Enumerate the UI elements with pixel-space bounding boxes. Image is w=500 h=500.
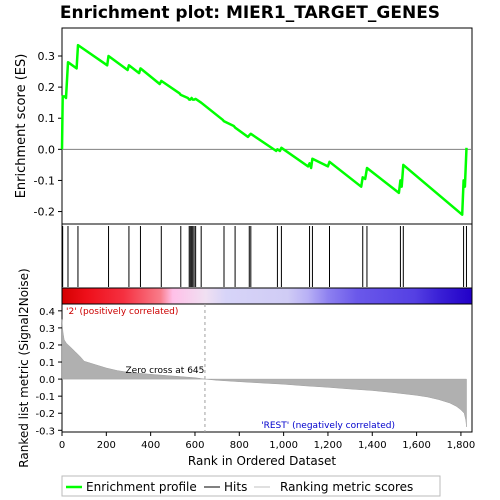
x-tick-label: 800 <box>230 440 249 451</box>
metric-y-axis: -0.3 -0.2 -0.1 0.0 0.1 0.2 0.3 0.4 <box>35 307 62 437</box>
rank-color-bar <box>61 287 473 305</box>
metric-y-tick-label: 0.0 <box>39 375 55 386</box>
x-tick-label: 1,000 <box>269 440 298 451</box>
x-tick-label: 1,600 <box>402 440 431 451</box>
es-y-tick-label: -0.2 <box>34 206 55 219</box>
hits-markers <box>62 226 467 287</box>
metric-y-tick-label: -0.3 <box>35 426 55 437</box>
legend-enrichment-label: Enrichment profile <box>86 480 197 494</box>
es-y-tick-label: 0.2 <box>38 81 56 94</box>
metric-y-tick-label: -0.2 <box>35 409 55 420</box>
x-tick-label: 400 <box>141 440 160 451</box>
metric-y-tick-label: -0.1 <box>35 392 55 403</box>
legend-ranking-label: Ranking metric scores <box>280 480 413 494</box>
es-y-tick-label: 0.3 <box>38 50 56 63</box>
chart-title: Enrichment plot: MIER1_TARGET_GENES <box>60 3 440 23</box>
x-tick-label: 0 <box>59 440 65 451</box>
enrichment-profile-line <box>60 43 468 216</box>
positive-correlation-label: '2' (positively correlated) <box>66 307 178 317</box>
legend-box <box>61 475 441 497</box>
legend-hits-label: Hits <box>224 480 247 494</box>
es-y-axis: -0.2 -0.1 0.0 0.1 0.2 0.3 <box>34 50 62 219</box>
hits-panel <box>61 223 473 289</box>
x-tick-label: 200 <box>97 440 116 451</box>
metric-y-axis-label: Ranked list metric (Signal2Noise) <box>17 268 31 467</box>
zero-cross-label: Zero cross at 645 <box>126 366 205 376</box>
negative-correlation-label: 'REST' (negatively correlated) <box>261 421 395 431</box>
es-y-tick-label: -0.1 <box>34 174 55 187</box>
es-y-tick-label: 0.0 <box>38 143 56 156</box>
es-y-tick-label: 0.1 <box>38 112 56 125</box>
metric-y-tick-label: 0.2 <box>39 341 55 352</box>
es-y-axis-label: Enrichment score (ES) <box>14 54 29 199</box>
es-panel <box>61 27 473 225</box>
x-axis-label: Rank in Ordered Dataset <box>188 454 336 468</box>
x-tick-label: 1,200 <box>314 440 343 451</box>
metric-x-axis: 0 200 400 600 800 1,000 1,200 1,400 1,600 1,800 <box>59 432 475 451</box>
x-tick-label: 600 <box>185 440 204 451</box>
x-tick-label: 1,800 <box>447 440 476 451</box>
metric-y-tick-label: 0.3 <box>39 324 55 335</box>
x-tick-label: 1,400 <box>358 440 387 451</box>
ranking-metric-area <box>61 319 467 427</box>
metric-panel <box>61 303 473 433</box>
metric-y-tick-label: 0.1 <box>39 358 55 369</box>
metric-y-tick-label: 0.4 <box>39 307 55 318</box>
